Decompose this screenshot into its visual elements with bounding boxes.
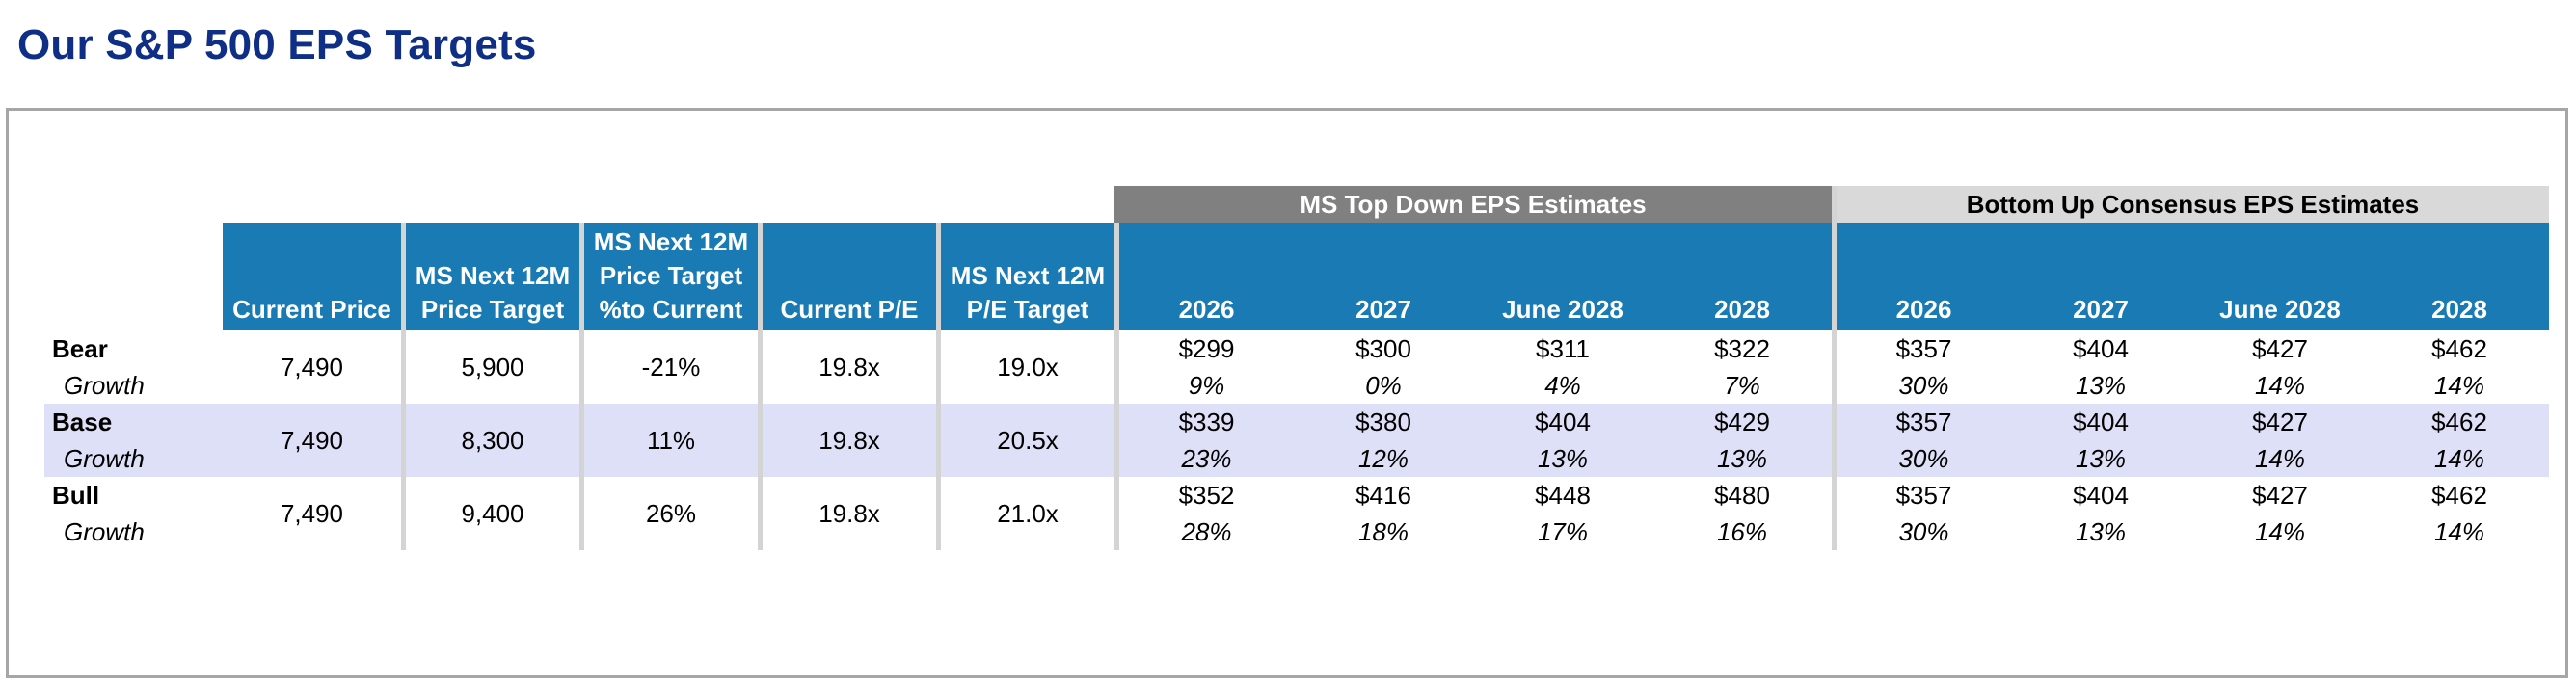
ms-eps-cell: $322 (1714, 334, 1770, 363)
table-frame (6, 108, 2568, 678)
bu-eps-cell: $404 (2011, 404, 2190, 440)
bu-eps-cell: $357 (1832, 477, 2011, 514)
ms-growth-cell: 0% (1365, 371, 1402, 400)
pe-target-cell: 20.5x (936, 404, 1114, 477)
ms-eps-cell: $480 (1714, 481, 1770, 510)
pe-target-cell: 21.0x (936, 477, 1114, 550)
scenario-label: Bull (52, 481, 100, 510)
ms-growth-cell: 7% (1724, 371, 1760, 400)
ms-growth-cell: 28% (1114, 514, 1294, 550)
price-target-cell: 8,300 (401, 404, 579, 477)
bu-growth-cell: 13% (2011, 440, 2190, 477)
bu-growth-cell: 14% (2254, 517, 2306, 546)
ms-growth-cell: 23% (1114, 440, 1294, 477)
bu-eps-cell: $404 (2073, 481, 2129, 510)
price-target-cell: 5,900 (401, 330, 579, 404)
ms-growth-cell: 13% (1473, 440, 1652, 477)
current-price-cell: 7,490 (280, 499, 344, 528)
current-price-cell: 7,490 (223, 404, 401, 477)
bu-growth-cell: 30% (1832, 440, 2011, 477)
bu-growth-cell: 14% (2433, 371, 2485, 400)
pe-target-cell: 19.0x (936, 330, 1114, 404)
current-price-cell: 7,490 (280, 353, 344, 382)
ms-growth-cell: 12% (1294, 440, 1473, 477)
scenario-label: Base (44, 404, 223, 440)
bottom-up-group-header: Bottom Up Consensus EPS Estimates (1832, 186, 2549, 223)
scenario-label: Bear (52, 334, 108, 363)
bu-growth-cell: 14% (2254, 371, 2306, 400)
header-bu-june-2028: June 2028 (2190, 223, 2370, 330)
header-blank (44, 223, 223, 330)
ms-eps-cell: $448 (1535, 481, 1591, 510)
pct-to-current-cell: -21% (579, 330, 758, 404)
growth-label: Growth (44, 440, 223, 477)
page-title: Our S&P 500 EPS Targets (17, 21, 537, 68)
pct-to-current-cell: 26% (579, 477, 758, 550)
ms-growth-cell: 4% (1544, 371, 1581, 400)
bu-eps-cell: $357 (1832, 404, 2011, 440)
ms-eps-cell: $299 (1114, 330, 1294, 367)
header-current-pe: Current P/E (758, 223, 936, 330)
ms-eps-cell: $404 (1473, 404, 1652, 440)
ms-eps-cell: $311 (1536, 334, 1590, 363)
ms-eps-cell: $380 (1294, 404, 1473, 440)
bu-growth-cell: 14% (2433, 517, 2485, 546)
growth-label: Growth (64, 517, 145, 546)
ms-growth-cell: 16% (1716, 517, 1768, 546)
ms-eps-cell: $339 (1114, 404, 1294, 440)
header-bu-2028: 2028 (2370, 223, 2549, 330)
pct-to-current-cell: 11% (579, 404, 758, 477)
column-header-row: Current Price MS Next 12M Price Target MS… (44, 223, 2549, 330)
bu-growth-cell: 13% (2075, 517, 2127, 546)
group-header-row: MS Top Down EPS Estimates Bottom Up Cons… (44, 186, 2549, 223)
table-row-base: Base 7,490 8,300 11% 19.8x 20.5x $339 $3… (44, 404, 2549, 477)
bu-growth-cell: 30% (1832, 514, 2011, 550)
bu-growth-cell: 14% (2190, 440, 2370, 477)
bu-growth-cell: 14% (2370, 440, 2549, 477)
header-bu-2026: 2026 (1832, 223, 2011, 330)
header-ms-2026: 2026 (1114, 223, 1294, 330)
bu-eps-cell: $357 (1832, 330, 2011, 367)
ms-growth-cell: 18% (1357, 517, 1409, 546)
bu-eps-cell: $427 (2252, 481, 2308, 510)
header-ms-2027: 2027 (1294, 223, 1473, 330)
ms-eps-cell: $416 (1355, 481, 1411, 510)
ms-growth-cell: 13% (1652, 440, 1832, 477)
table-row-bear: Bear 7,490 5,900 -21% 19.8x 19.0x $299 $… (44, 330, 2549, 404)
bu-eps-cell: $462 (2431, 481, 2487, 510)
ms-eps-cell: $429 (1652, 404, 1832, 440)
bu-eps-cell: $427 (2190, 404, 2370, 440)
ms-eps-cell: $300 (1355, 334, 1411, 363)
bu-eps-cell: $427 (2252, 334, 2308, 363)
current-pe-cell: 19.8x (758, 477, 936, 550)
table-row-bull-growth: Growth 28% 18% 17% 16% 30% 13% 14% 14% (44, 514, 2549, 550)
bu-growth-cell: 30% (1832, 367, 2011, 404)
current-pe-cell: 19.8x (758, 404, 936, 477)
table-row-base-growth: Growth 23% 12% 13% 13% 30% 13% 14% 14% (44, 440, 2549, 477)
table-row-bull: Bull 7,490 9,400 26% 19.8x 21.0x $352 $4… (44, 477, 2549, 550)
header-pct-to-current: MS Next 12M Price Target %to Current (579, 223, 758, 330)
bu-eps-cell: $462 (2431, 334, 2487, 363)
header-ms-2028: 2028 (1652, 223, 1832, 330)
growth-label: Growth (64, 371, 145, 400)
header-price-target: MS Next 12M Price Target (401, 223, 579, 330)
header-current-price: Current Price (223, 223, 401, 330)
ms-growth-cell: 9% (1114, 367, 1294, 404)
bu-eps-cell: $462 (2370, 404, 2549, 440)
bu-eps-cell: $404 (2073, 334, 2129, 363)
header-pe-target: MS Next 12M P/E Target (936, 223, 1114, 330)
header-ms-june-2028: June 2028 (1473, 223, 1652, 330)
table-row-bear-growth: Growth 9% 0% 4% 7% 30% 13% 14% 14% (44, 367, 2549, 404)
ms-top-down-group-header: MS Top Down EPS Estimates (1114, 186, 1832, 223)
bu-growth-cell: 13% (2075, 371, 2127, 400)
ms-eps-cell: $352 (1114, 477, 1294, 514)
eps-targets-table: MS Top Down EPS Estimates Bottom Up Cons… (44, 186, 2549, 550)
header-bu-2027: 2027 (2011, 223, 2190, 330)
price-target-cell: 9,400 (401, 477, 579, 550)
ms-growth-cell: 17% (1537, 517, 1589, 546)
current-pe-cell: 19.8x (758, 330, 936, 404)
